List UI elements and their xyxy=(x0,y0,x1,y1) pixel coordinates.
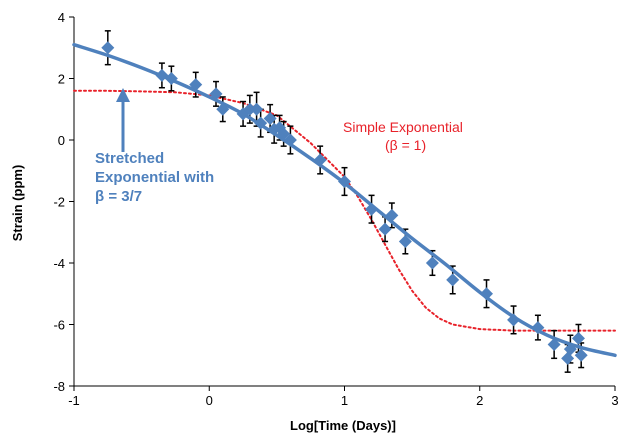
y-tick-label: -4 xyxy=(53,256,65,271)
data-point xyxy=(378,222,392,236)
data-point xyxy=(164,72,178,85)
data-point xyxy=(398,234,412,248)
stretched-label-line-3: β = 3/7 xyxy=(95,188,142,205)
data-point xyxy=(574,348,588,362)
x-tick-label: -1 xyxy=(68,393,80,408)
x-axis-title: Log[Time (Days)] xyxy=(290,418,396,433)
data-point xyxy=(531,321,545,335)
data-point xyxy=(313,153,327,167)
data-point xyxy=(209,87,223,101)
x-tick-label: 2 xyxy=(476,393,483,408)
stretched-label-line-1: Stretched xyxy=(95,150,164,167)
ticks: -1 0 1 2 3 4 2 0 -2 -4 -6 -8 xyxy=(53,10,618,408)
data-point xyxy=(571,331,585,345)
data-points xyxy=(101,41,588,365)
data-point xyxy=(365,202,379,216)
data-point xyxy=(101,41,115,55)
data-point xyxy=(189,78,203,92)
annotations: Stretched Exponential with β = 3/7 Simpl… xyxy=(95,88,463,205)
data-point xyxy=(263,111,277,125)
data-point xyxy=(425,256,439,270)
data-point xyxy=(243,102,257,116)
annotation-arrow-head xyxy=(116,88,130,102)
y-tick-label: -2 xyxy=(53,195,65,210)
y-tick-label: -6 xyxy=(53,318,65,333)
simple-exponential-line xyxy=(73,89,616,332)
data-point xyxy=(216,102,230,116)
simple-exponential-curve xyxy=(73,89,616,332)
data-point xyxy=(385,208,399,222)
data-point xyxy=(338,175,351,189)
data-point xyxy=(250,102,264,116)
simple-label-line-2: (β = 1) xyxy=(385,137,426,153)
y-axis-title: Strain (ppm) xyxy=(10,165,25,242)
data-point xyxy=(547,337,561,351)
data-point xyxy=(480,287,494,301)
y-tick-label: 4 xyxy=(58,10,65,25)
data-point xyxy=(254,116,268,130)
y-tick-label: 2 xyxy=(58,72,65,87)
y-tick-label: 0 xyxy=(58,133,65,148)
data-point xyxy=(507,313,521,327)
x-tick-label: 3 xyxy=(611,393,618,408)
y-tick-label: -8 xyxy=(53,379,65,394)
simple-label-line-1: Simple Exponential xyxy=(343,119,463,135)
data-point xyxy=(283,133,297,147)
x-tick-label: 1 xyxy=(341,393,348,408)
stretched-label-line-2: Exponential with xyxy=(95,169,214,186)
data-point xyxy=(563,342,577,356)
x-tick-label: 0 xyxy=(206,393,213,408)
data-point xyxy=(561,351,575,365)
data-point xyxy=(446,273,460,287)
